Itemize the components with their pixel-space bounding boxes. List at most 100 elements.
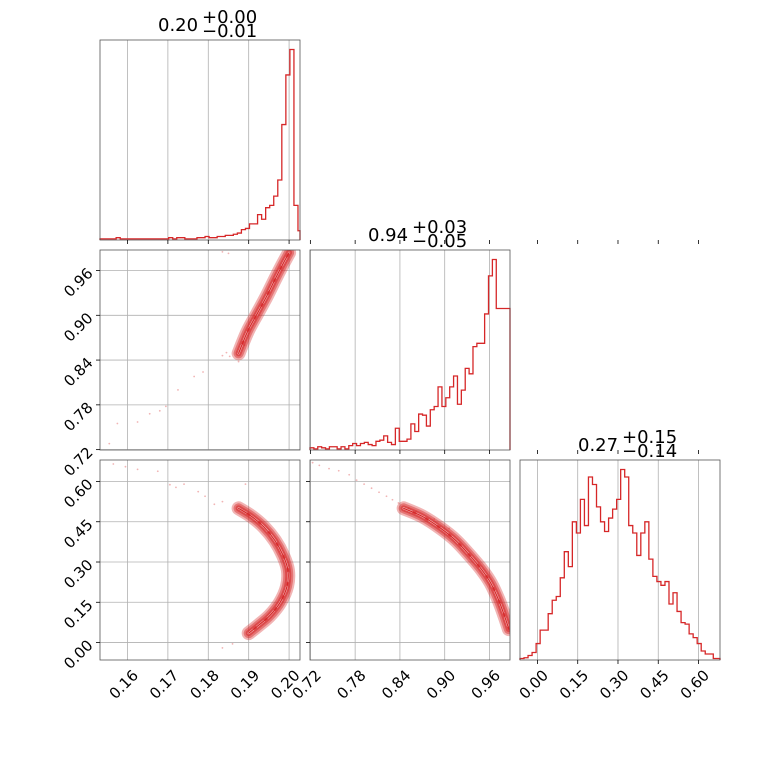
- pair-2-contour-band-mid: [398, 503, 510, 635]
- pair-2-contour-core: [403, 507, 510, 630]
- pair-1-sample-8: [204, 495, 206, 498]
- pair-2-sample-5: [355, 479, 358, 482]
- pair-1-sample-0: [112, 463, 115, 465]
- pair-0-sample-1: [116, 422, 119, 425]
- xticklabel-p2-2: 0.30: [596, 666, 632, 702]
- pair-0-sample-4: [158, 409, 161, 412]
- hist-0-frame: [99, 39, 301, 241]
- pair-0-sample-2: [136, 421, 139, 423]
- pair-0-sample-7: [193, 375, 196, 378]
- yticklabel-r2-3: 0.45: [60, 516, 96, 552]
- pair-0-sample-6: [177, 389, 179, 391]
- pair-1-sample-7: [197, 490, 200, 493]
- pair-1-sample-11: [244, 483, 247, 486]
- pair-1-grid: [100, 460, 300, 660]
- pair-0-sample-14: [227, 252, 230, 255]
- pair-2-sample-0: [311, 461, 314, 464]
- yticklabel-r1-1: 0.78: [60, 399, 96, 435]
- pair-0-sample-15: [221, 250, 224, 253]
- pair-1-sample-1: [124, 465, 127, 468]
- yticklabel-r1-0: 0.72: [60, 443, 96, 479]
- yticklabel-r1-2: 0.84: [60, 354, 96, 390]
- pair-1-sample-3: [156, 470, 159, 473]
- pair-1-sample-2: [136, 468, 139, 471]
- pair-1-sample-12: [221, 647, 224, 649]
- grid-layer: [100, 40, 699, 660]
- yticklabel-r2-4: 0.60: [60, 475, 96, 511]
- pair-2-sample-4: [348, 473, 351, 476]
- xticklabel-p1-2: 0.84: [378, 666, 414, 702]
- hist-1-title-median: 0.94: [368, 225, 408, 246]
- data-layer: [99, 48, 721, 660]
- hist-0-steps: [99, 48, 301, 240]
- xticklabel-p1-3: 0.90: [423, 666, 459, 702]
- pair-2-contour-band-inner: [400, 505, 510, 633]
- pair-2-sample-2: [328, 467, 330, 470]
- pair-2-sample-15: [448, 527, 451, 530]
- pair-1-sample-5: [175, 486, 177, 489]
- xticklabel-p2-4: 0.60: [677, 666, 713, 702]
- text-layer: 0.20 +0.00−0.01 0.94 +0.03−0.05 0.27 +0.15−0.…: [60, 7, 713, 703]
- xticklabel-p2-0: 0.00: [516, 666, 552, 702]
- yticklabel-r2-1: 0.15: [60, 596, 96, 632]
- pair-1-contour-core: [237, 507, 289, 634]
- hist-1-title-minus: −0.05: [412, 231, 467, 252]
- pair-2-sample-8: [378, 491, 380, 494]
- pair-1-sample-6: [183, 483, 185, 486]
- xticklabel-p1-4: 0.96: [468, 666, 504, 702]
- hist-1-grid: [309, 250, 490, 450]
- xticklabel-p2-3: 0.45: [636, 666, 672, 702]
- hist-0-title-median: 0.20: [158, 15, 198, 36]
- pair-0-sample-9: [221, 354, 224, 357]
- pair-2-contour-gap: [402, 507, 510, 631]
- pair-2-frame: [309, 459, 511, 661]
- pair-2-sample-1: [318, 464, 321, 467]
- hist-2-title-plus: +0.15: [622, 427, 677, 448]
- pair-2-sample-11: [397, 502, 400, 504]
- hist-2-frame: [519, 459, 721, 661]
- yticklabel-r2-0: 0.00: [60, 636, 96, 672]
- pair-1-frame: [99, 459, 301, 661]
- xticklabel-p0-2: 0.18: [186, 666, 222, 702]
- yticklabel-r1-3: 0.90: [60, 309, 96, 345]
- pair-2-grid: [309, 460, 510, 660]
- xticklabel-p0-3: 0.19: [227, 666, 263, 702]
- pair-0-sample-11: [237, 360, 240, 363]
- yticklabel-r1-4: 0.96: [60, 264, 96, 300]
- pair-0-sample-0: [108, 442, 111, 445]
- hist-0-grid: [127, 40, 290, 240]
- pair-1-sample-4: [168, 483, 171, 486]
- pair-2-density: [311, 461, 510, 637]
- hist-1-title-plus: +0.03: [412, 217, 467, 238]
- hist-0-title-plus: +0.00: [202, 7, 257, 28]
- pair-0-contour-core: [237, 252, 290, 354]
- pair-0-sample-12: [225, 351, 228, 354]
- hist-0-title-minus: −0.01: [202, 21, 257, 42]
- pair-2-sample-7: [370, 487, 373, 490]
- hist-1-frame: [309, 249, 511, 451]
- pair-2-sample-6: [363, 483, 366, 486]
- pair-1-sample-9: [213, 503, 216, 506]
- xticklabel-p0-0: 0.16: [106, 666, 142, 702]
- pair-0-sample-8: [202, 371, 204, 373]
- pair-0-sample-3: [148, 412, 151, 415]
- pair-1-sample-13: [231, 642, 234, 645]
- xticklabel-p2-1: 0.15: [556, 666, 592, 702]
- pair-2-contour-band-outer: [396, 501, 510, 637]
- hist-1-steps: [309, 258, 511, 450]
- pair-1-density: [112, 463, 296, 649]
- pair-2-sample-9: [385, 495, 388, 498]
- pair-0-sample-5: [164, 405, 167, 408]
- hist-2-title-median: 0.27: [578, 435, 618, 456]
- pair-2-sample-10: [391, 498, 394, 501]
- frames-layer: [96, 39, 721, 664]
- xticklabel-p0-1: 0.17: [146, 666, 182, 702]
- hist-2-grid: [537, 460, 699, 660]
- xticklabel-p1-1: 0.78: [333, 666, 369, 702]
- hist-2-title-minus: −0.14: [622, 441, 677, 462]
- pair-1-sample-10: [221, 500, 224, 503]
- pair-2-sample-14: [433, 518, 436, 520]
- pair-0-frame: [99, 249, 301, 451]
- pair-0-density: [108, 250, 297, 445]
